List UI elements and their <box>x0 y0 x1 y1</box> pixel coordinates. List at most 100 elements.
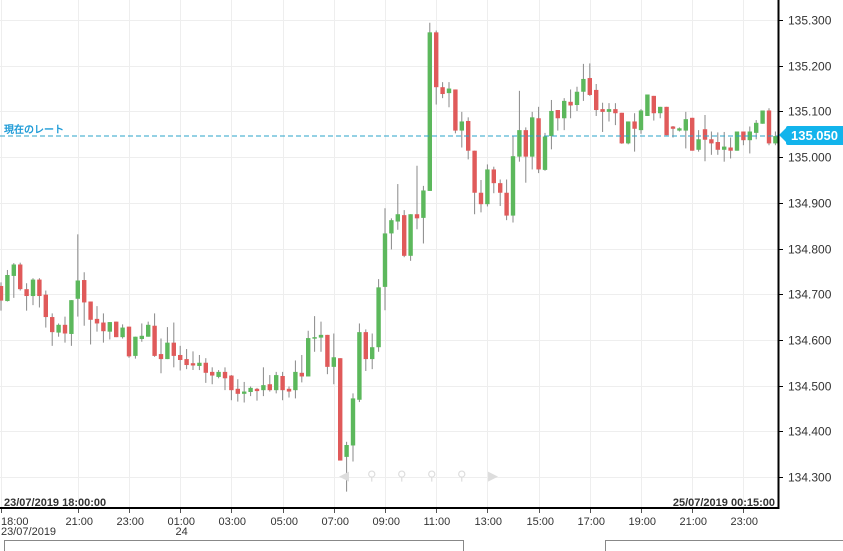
candle-up <box>242 381 247 403</box>
candle-body <box>325 334 330 367</box>
candle-body <box>562 100 567 119</box>
candle-down <box>651 95 656 121</box>
candle-body <box>43 294 48 318</box>
candle-body <box>690 117 695 151</box>
candle-body <box>517 130 522 157</box>
candle-body <box>722 146 727 150</box>
candle-up <box>344 441 349 492</box>
candle-body <box>30 279 36 297</box>
candle-up <box>248 386 253 397</box>
candle-up <box>11 263 16 298</box>
candle-up <box>197 354 202 371</box>
candle-body <box>702 129 708 140</box>
candle-down <box>664 106 669 136</box>
y-tick-label: 135.000 <box>788 151 832 165</box>
zoom-shrink-icon[interactable]: ⚲ <box>457 468 467 483</box>
candle-down <box>715 132 720 155</box>
candle-body <box>357 332 362 400</box>
candle-body <box>389 220 394 234</box>
candle-body <box>728 147 733 151</box>
candle-body <box>203 362 208 373</box>
candle-down <box>690 117 695 151</box>
x-tick-label: 05:00 <box>271 516 299 528</box>
candle-body <box>414 214 420 219</box>
candle-down <box>101 313 106 343</box>
candle-up <box>370 333 375 370</box>
candle-up <box>638 109 644 134</box>
candle-down <box>210 367 215 385</box>
candle-body <box>626 121 631 144</box>
candle-down <box>88 301 93 345</box>
candle-down <box>286 386 292 398</box>
candle-up <box>261 367 266 397</box>
candle-body <box>574 91 580 106</box>
candle-down <box>741 131 746 146</box>
candle-up <box>606 103 612 122</box>
candle-down <box>325 334 330 375</box>
candle-body <box>638 110 644 131</box>
candle-down <box>82 272 87 326</box>
zoom-out-icon[interactable]: ⚲ <box>397 468 407 483</box>
candle-up <box>376 279 381 352</box>
candle-down <box>472 150 477 215</box>
candle-body <box>766 110 772 144</box>
candle-body <box>402 215 407 256</box>
candle-body <box>523 130 528 157</box>
candle-body <box>664 106 669 136</box>
x-tick-sublabel: 24 <box>176 526 188 538</box>
candle-body <box>222 371 228 379</box>
candle-body <box>261 385 266 391</box>
candle-body <box>760 110 765 124</box>
candle-body <box>37 279 42 297</box>
candle-down <box>568 89 573 119</box>
zoom-expand-icon[interactable]: ⚲ <box>427 468 437 483</box>
x-tick-label: 23:00 <box>731 516 759 528</box>
candle-body <box>594 89 599 111</box>
candle-body <box>152 325 157 356</box>
candle-down <box>254 387 260 401</box>
y-axis: 134.300 134.400 134.500 134.600 134.700 134.8… <box>779 14 832 485</box>
candle-body <box>677 128 682 131</box>
y-tick-label: 134.900 <box>788 197 832 211</box>
scroll-left-icon[interactable]: ◀ <box>339 468 349 483</box>
candle-down <box>280 371 285 401</box>
candle-body <box>734 131 740 151</box>
candle-body <box>581 78 586 92</box>
candle-body <box>171 342 176 356</box>
candle-body <box>158 354 164 360</box>
zoom-in-icon[interactable]: ⚲ <box>367 468 377 483</box>
candle-body <box>472 150 477 193</box>
candle-body <box>536 118 541 170</box>
candle-body <box>286 388 292 392</box>
candle-down <box>402 210 407 258</box>
candle-body <box>107 322 112 332</box>
y-tick-label: 134.700 <box>788 288 832 302</box>
candle-down <box>619 112 624 144</box>
candle-body <box>306 338 311 377</box>
candle-body <box>210 371 215 376</box>
candle-up <box>542 132 548 171</box>
candle-body <box>0 285 4 301</box>
candle-body <box>709 139 714 144</box>
candle-down <box>434 30 439 105</box>
candle-body <box>190 363 196 366</box>
candle-body <box>24 289 29 297</box>
x-tick-sublabel: 23/07/2019 <box>1 526 56 538</box>
panel-right <box>605 540 843 551</box>
candle-up <box>549 99 554 150</box>
candle-up <box>312 316 317 352</box>
candle-body <box>299 372 304 377</box>
candle-body <box>773 136 778 144</box>
range-end-label: 25/07/2019 00:15:00 <box>672 497 775 509</box>
candle-up <box>30 278 36 306</box>
candle-down <box>536 106 541 174</box>
scroll-right-icon[interactable]: ▶ <box>488 468 498 483</box>
candle-body <box>632 121 637 129</box>
candle-up <box>133 336 138 359</box>
grid <box>0 0 778 507</box>
candle-up <box>216 370 221 379</box>
candle-body <box>683 119 688 131</box>
x-tick-label: 19:00 <box>629 516 657 528</box>
candle-up <box>421 185 426 244</box>
